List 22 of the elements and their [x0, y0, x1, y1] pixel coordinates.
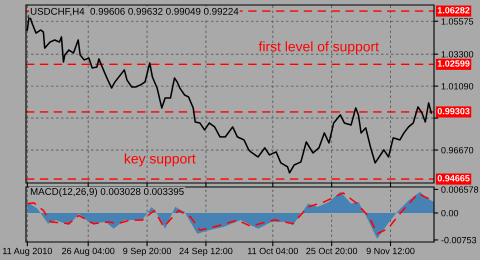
chart-title: USDCHF,H4 0.99606 0.99632 0.99049 0.99224: [30, 8, 238, 16]
x-tick-label: 9 Nov 12:00: [366, 248, 415, 254]
ref-line-label: 0.99303: [438, 108, 470, 114]
ref-line-label: 0.94665: [438, 175, 470, 182]
ref-line-label: 1.02599: [438, 60, 470, 67]
y-tick-label: 1.05575: [442, 18, 474, 25]
x-tick-label: 9 Sep 20:00: [123, 248, 172, 256]
chart-title: MACD(12,26,9) 0.003028 0.003395: [30, 188, 184, 197]
x-tick-label: 26 Aug 04:00: [62, 248, 114, 256]
y-tick-label: 1.03300: [442, 51, 474, 58]
y-tick-label: 0.006578: [441, 186, 478, 193]
y-tick-label: 0.96670: [441, 147, 474, 154]
x-tick-label: 24 Sep 12:00: [180, 248, 232, 256]
x-tick-label: 11 Oct 04:00: [248, 248, 298, 254]
y-tick-label: 1.01090: [442, 83, 474, 90]
y-tick-label: -0.00753: [441, 236, 476, 244]
y-tick-label: 0.00: [441, 210, 458, 216]
x-tick-label: 11 Aug 2010: [3, 248, 52, 256]
x-tick-label: 25 Oct 20:00: [306, 248, 358, 254]
annotation: key support: [124, 153, 196, 166]
annotation: first level of support: [258, 41, 379, 54]
ref-line-label: 1.06282: [438, 7, 470, 14]
